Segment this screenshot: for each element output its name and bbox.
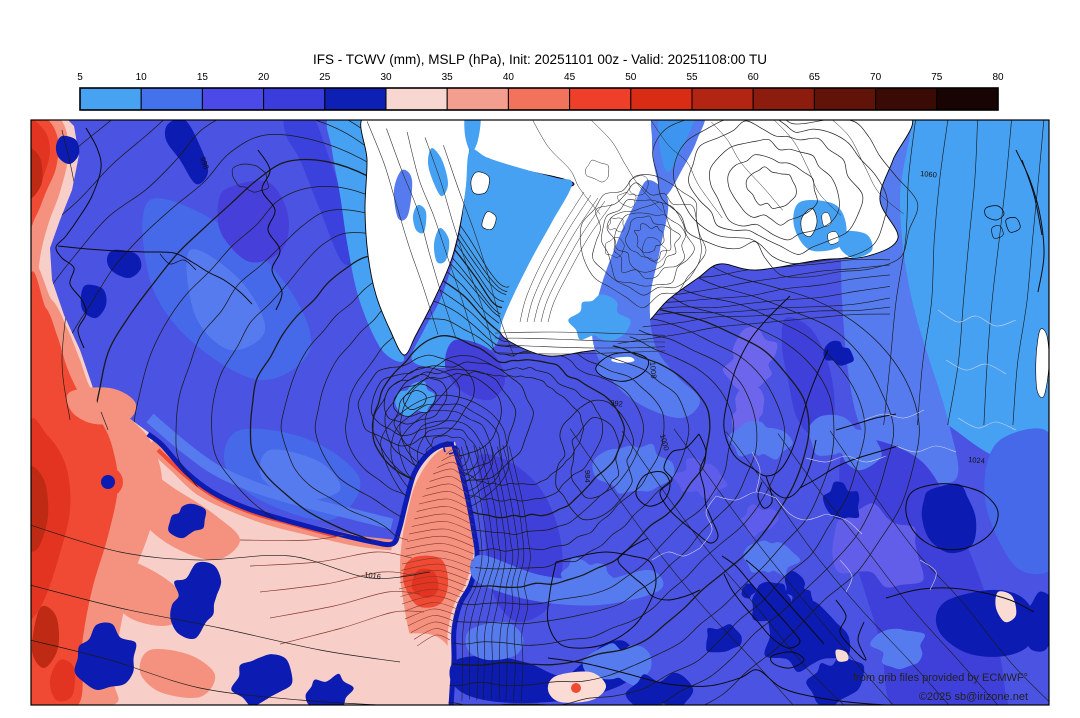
svg-text:1008: 1008 — [648, 361, 658, 378]
svg-text:20: 20 — [258, 72, 270, 83]
svg-text:25: 25 — [319, 72, 331, 83]
svg-text:IFS - TCWV (mm), MSLP (hPa), I: IFS - TCWV (mm), MSLP (hPa), Init: 20251… — [313, 52, 767, 67]
svg-text:1000: 1000 — [658, 433, 671, 451]
svg-text:998: 998 — [198, 156, 211, 171]
svg-text:30: 30 — [380, 72, 392, 83]
svg-text:©2025 sb@irizone.net: ©2025 sb@irizone.net — [919, 691, 1028, 703]
svg-text:40: 40 — [503, 72, 515, 83]
svg-text:992: 992 — [610, 398, 624, 409]
svg-text:984: 984 — [583, 470, 592, 483]
svg-text:5: 5 — [77, 72, 83, 83]
svg-text:35: 35 — [442, 72, 454, 83]
svg-text:1024: 1024 — [968, 455, 985, 465]
svg-text:65: 65 — [809, 72, 821, 83]
svg-text:75: 75 — [931, 72, 943, 83]
svg-text:70: 70 — [870, 72, 882, 83]
svg-text:1016: 1016 — [364, 570, 382, 581]
svg-text:15: 15 — [197, 72, 209, 83]
svg-text:10: 10 — [136, 72, 148, 83]
svg-text:1060: 1060 — [920, 169, 937, 179]
svg-text:45: 45 — [564, 72, 576, 83]
svg-text:50: 50 — [625, 72, 637, 83]
svg-text:60: 60 — [748, 72, 760, 83]
svg-text:from grib files provided by EC: from grib files provided by ECMWF° — [853, 672, 1028, 684]
svg-text:55: 55 — [686, 72, 698, 83]
svg-text:80: 80 — [992, 72, 1004, 83]
